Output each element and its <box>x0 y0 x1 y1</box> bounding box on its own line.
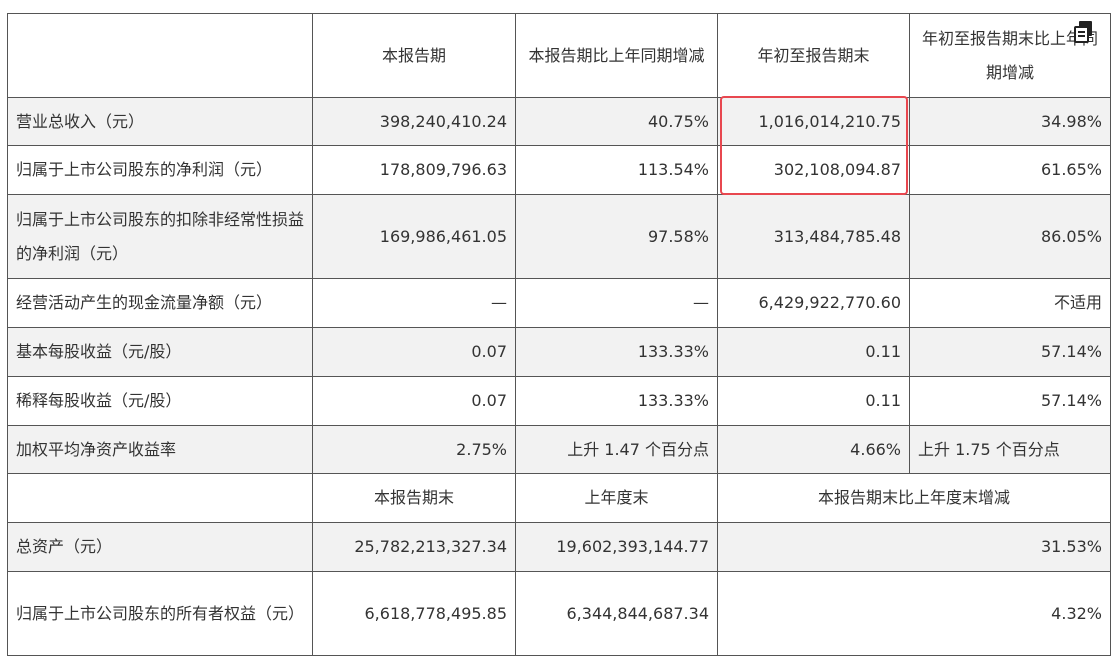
cell-value: 178,809,796.63 <box>312 145 516 195</box>
cell-value: 169,986,461.05 <box>312 194 516 279</box>
header-period-end: 本报告期末 <box>312 473 516 523</box>
header-empty-cell <box>7 13 313 98</box>
row-label: 加权平均净资产收益率 <box>7 425 313 474</box>
cell-value: 2.75% <box>312 425 516 474</box>
header-current-period-change: 本报告期比上年同期增减 <box>515 13 718 98</box>
row-label: 归属于上市公司股东的所有者权益（元） <box>7 571 313 656</box>
cell-value: 上升 1.47 个百分点 <box>515 425 718 474</box>
cell-value: — <box>515 278 718 328</box>
cell-value: 61.65% <box>909 145 1111 195</box>
header-ytd: 年初至报告期末 <box>717 13 910 98</box>
table-row: 归属于上市公司股东的扣除非经常性损益的净利润（元） 169,986,461.05… <box>7 194 1111 279</box>
table-row: 加权平均净资产收益率 2.75% 上升 1.47 个百分点 4.66% 上升 1… <box>7 425 1111 474</box>
cell-value: 0.07 <box>312 376 516 426</box>
header-current-period: 本报告期 <box>312 13 516 98</box>
cell-value: 302,108,094.87 <box>717 145 910 195</box>
table-row: 基本每股收益（元/股） 0.07 133.33% 0.11 57.14% <box>7 327 1111 377</box>
cell-value: 97.58% <box>515 194 718 279</box>
cell-value: 40.75% <box>515 97 718 146</box>
cell-value: 57.14% <box>909 376 1111 426</box>
table-row: 总资产（元） 25,782,213,327.34 19,602,393,144.… <box>7 522 1111 572</box>
cell-value: 31.53% <box>717 522 1111 572</box>
cell-value: 1,016,014,210.75 <box>717 97 910 146</box>
cell-value: 4.32% <box>717 571 1111 656</box>
cell-value: 25,782,213,327.34 <box>312 522 516 572</box>
financial-table: 本报告期 本报告期比上年同期增减 年初至报告期末 年初至报告期末比上年同期增减 … <box>7 13 1111 656</box>
header-row-2: 本报告期末 上年度末 本报告期末比上年度末增减 <box>7 473 1111 523</box>
table-row: 经营活动产生的现金流量净额（元） — — 6,429,922,770.60 不适… <box>7 278 1111 328</box>
table-row: 稀释每股收益（元/股） 0.07 133.33% 0.11 57.14% <box>7 376 1111 426</box>
row-label: 基本每股收益（元/股） <box>7 327 313 377</box>
cell-value: 0.07 <box>312 327 516 377</box>
row-label: 营业总收入（元） <box>7 97 313 146</box>
cell-value: 6,618,778,495.85 <box>312 571 516 656</box>
cell-value: 6,429,922,770.60 <box>717 278 910 328</box>
cell-value: 398,240,410.24 <box>312 97 516 146</box>
table-row: 归属于上市公司股东的所有者权益（元） 6,618,778,495.85 6,34… <box>7 571 1111 656</box>
header-ytd-change: 年初至报告期末比上年同期增减 <box>909 13 1111 98</box>
header-prior-year-end: 上年度末 <box>515 473 718 523</box>
table-row: 营业总收入（元） 398,240,410.24 40.75% 1,016,014… <box>7 97 1111 146</box>
cell-value: 4.66% <box>717 425 910 474</box>
cell-value: 0.11 <box>717 327 910 377</box>
header-period-end-change: 本报告期末比上年度末增减 <box>717 473 1111 523</box>
header-row: 本报告期 本报告期比上年同期增减 年初至报告期末 年初至报告期末比上年同期增减 <box>7 13 1111 98</box>
cell-value: 19,602,393,144.77 <box>515 522 718 572</box>
cell-value: 34.98% <box>909 97 1111 146</box>
cell-value: — <box>312 278 516 328</box>
row-label: 稀释每股收益（元/股） <box>7 376 313 426</box>
copy-icon[interactable] <box>1073 20 1095 44</box>
row-label: 总资产（元） <box>7 522 313 572</box>
cell-value: 313,484,785.48 <box>717 194 910 279</box>
row-label: 归属于上市公司股东的扣除非经常性损益的净利润（元） <box>7 194 313 279</box>
row-label: 归属于上市公司股东的净利润（元） <box>7 145 313 195</box>
cell-value: 不适用 <box>909 278 1111 328</box>
cell-value: 6,344,844,687.34 <box>515 571 718 656</box>
row-label: 经营活动产生的现金流量净额（元） <box>7 278 313 328</box>
cell-value: 113.54% <box>515 145 718 195</box>
table-row: 归属于上市公司股东的净利润（元） 178,809,796.63 113.54% … <box>7 145 1111 195</box>
header-empty-cell <box>7 473 313 523</box>
cell-value: 0.11 <box>717 376 910 426</box>
cell-value: 上升 1.75 个百分点 <box>909 425 1111 474</box>
cell-value: 86.05% <box>909 194 1111 279</box>
cell-value: 133.33% <box>515 376 718 426</box>
cell-value: 57.14% <box>909 327 1111 377</box>
cell-value: 133.33% <box>515 327 718 377</box>
